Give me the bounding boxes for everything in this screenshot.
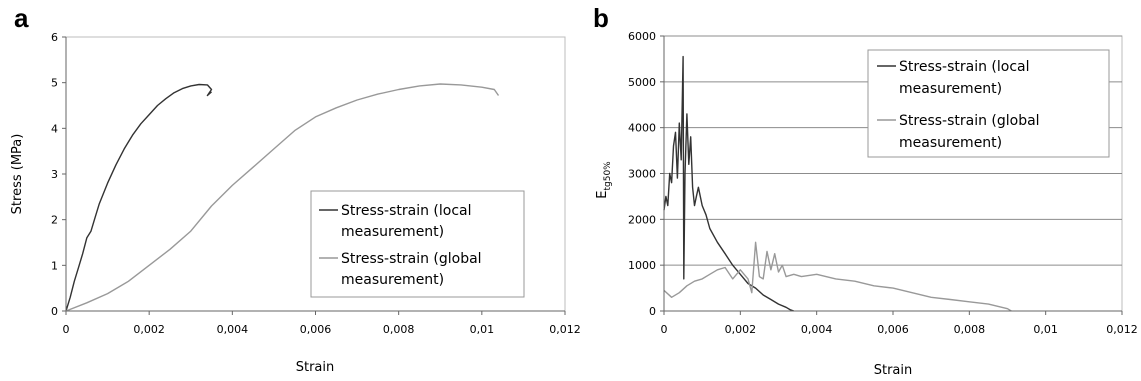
legend-box-b <box>867 49 1110 158</box>
x-tick-label: 0,012 <box>1106 323 1138 336</box>
x-tick-label: 0 <box>661 323 668 336</box>
legend-box-a <box>310 190 525 298</box>
y-axis-title-b-main: E <box>595 191 610 199</box>
legend-label-global-a-line1: Stress-strain (global <box>341 251 482 267</box>
x-tick-label: 0,01 <box>1033 323 1058 336</box>
x-ticks-b: 0 0,002 0,004 0,006 0,008 0,01 0,012 <box>661 311 1138 336</box>
legend-label-global-a: Stress-strain (global measurement) <box>341 251 486 288</box>
legend-label-local-b-line2: measurement) <box>899 81 1002 97</box>
x-tick-label: 0,006 <box>300 323 332 336</box>
x-tick-label: 0,004 <box>217 323 249 336</box>
y-tick-label: 4 <box>51 122 58 135</box>
x-ticks-a: 0 0,002 0,004 0,006 0,008 0,01 0,012 <box>63 311 581 336</box>
series-line-global-a <box>65 83 500 312</box>
series-line-local-a <box>65 83 213 312</box>
series-line-global-b <box>663 241 1012 312</box>
y-tick-label: 2000 <box>628 213 656 226</box>
legend-label-local-b-line1: Stress-strain (local <box>899 59 1030 75</box>
y-tick-label: 2 <box>51 214 58 227</box>
series-line-local-b <box>663 55 795 312</box>
legend-label-global-b: Stress-strain (global measurement) <box>899 113 1044 151</box>
series-layer-a <box>65 83 500 312</box>
legend-label-global-b-line2: measurement) <box>899 135 1002 151</box>
legend-label-local-a-line2: measurement) <box>341 224 444 240</box>
x-tick-label: 0,01 <box>470 323 495 336</box>
y-axis-title-b: Etg50% <box>595 161 613 199</box>
y-tick-label: 1000 <box>628 259 656 272</box>
y-tick-label: 6000 <box>628 30 656 43</box>
x-tick-label: 0,006 <box>877 323 909 336</box>
x-tick-label: 0,008 <box>954 323 986 336</box>
x-tick-label: 0,004 <box>801 323 833 336</box>
y-tick-label: 4000 <box>628 122 656 135</box>
panel-label-b: b <box>593 3 609 33</box>
x-axis-title-b: Strain <box>874 363 913 378</box>
y-tick-label: 3 <box>51 168 58 181</box>
y-ticks-a: 0 1 2 3 4 5 6 <box>51 31 66 318</box>
y-tick-label: 1 <box>51 259 58 272</box>
panel-a: a 0 1 2 3 4 5 6 0 0,002 0,004 0,006 0,008 0,01 0,012… <box>10 3 581 375</box>
y-ticks-b: 0 1000 2000 3000 4000 5000 6000 <box>628 30 664 318</box>
legend-label-local-a: Stress-strain (local measurement) <box>341 203 476 240</box>
y-tick-label: 5000 <box>628 76 656 89</box>
panel-label-a: a <box>14 3 29 33</box>
y-axis-title-b-sub: tg50% <box>603 161 613 191</box>
legend-a: Stress-strain (local measurement) Stress… <box>310 190 525 298</box>
x-tick-label: 0 <box>63 323 70 336</box>
series-layer-b <box>663 55 1012 312</box>
y-tick-label: 6 <box>51 31 58 44</box>
legend-b: Stress-strain (local measurement) Stress… <box>867 49 1110 158</box>
x-tick-label: 0,002 <box>133 323 165 336</box>
y-axis-title-a: Stress (MPa) <box>10 134 25 215</box>
legend-label-global-b-line1: Stress-strain (global <box>899 113 1040 129</box>
legend-label-local-b: Stress-strain (local measurement) <box>899 59 1034 97</box>
x-tick-label: 0,002 <box>725 323 757 336</box>
x-tick-label: 0,012 <box>549 323 581 336</box>
x-tick-label: 0,008 <box>383 323 415 336</box>
legend-label-global-a-line2: measurement) <box>341 272 444 288</box>
y-tick-label: 3000 <box>628 168 656 181</box>
y-tick-label: 0 <box>51 305 58 318</box>
x-axis-title-a: Strain <box>296 360 335 375</box>
y-tick-label: 5 <box>51 77 58 90</box>
y-tick-label: 0 <box>649 305 656 318</box>
legend-label-local-a-line1: Stress-strain (local <box>341 203 472 219</box>
